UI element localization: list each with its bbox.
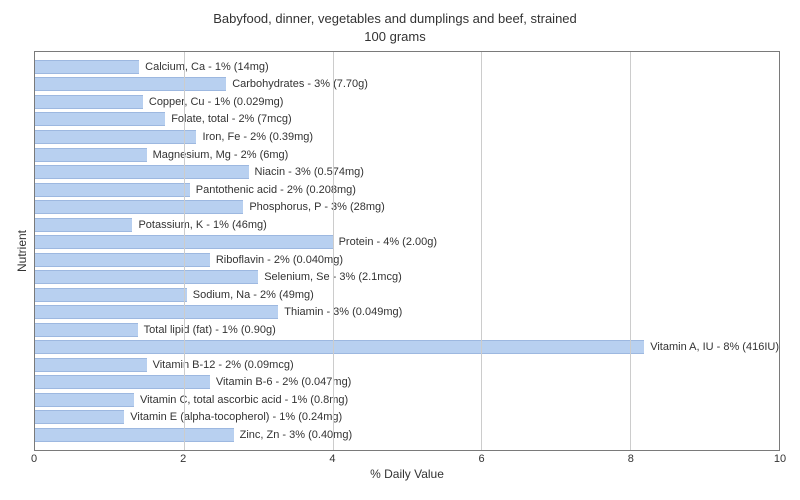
bar — [35, 358, 147, 372]
bar — [35, 218, 132, 232]
bar-row: Thiamin - 3% (0.049mg) — [35, 305, 779, 319]
bar-row: Iron, Fe - 2% (0.39mg) — [35, 130, 779, 144]
bar-label: Carbohydrates - 3% (7.70g) — [232, 78, 368, 90]
bar-row: Vitamin B-6 - 2% (0.047mg) — [35, 375, 779, 389]
bar-row: Niacin - 3% (0.574mg) — [35, 165, 779, 179]
x-axis-label: % Daily Value — [370, 467, 444, 481]
y-axis-label: Nutrient — [15, 230, 29, 272]
x-tick: 4 — [329, 453, 335, 465]
bar — [35, 393, 134, 407]
bar-label: Sodium, Na - 2% (49mg) — [193, 289, 314, 301]
bar-label: Iron, Fe - 2% (0.39mg) — [202, 131, 313, 143]
bar-row: Riboflavin - 2% (0.040mg) — [35, 253, 779, 267]
bar-label: Copper, Cu - 1% (0.029mg) — [149, 96, 284, 108]
x-tick: 10 — [774, 453, 786, 465]
bar-label: Zinc, Zn - 3% (0.40mg) — [240, 429, 352, 441]
bar-row: Total lipid (fat) - 1% (0.90g) — [35, 323, 779, 337]
bar — [35, 95, 143, 109]
plot-area: Calcium, Ca - 1% (14mg) Carbohydrates - 3… — [34, 51, 780, 451]
x-axis: % Daily Value 0246810 — [34, 451, 780, 481]
bar-row: Sodium, Na - 2% (49mg) — [35, 288, 779, 302]
chart-title: Babyfood, dinner, vegetables and dumplin… — [10, 10, 780, 45]
bar — [35, 270, 258, 284]
bar-row: Zinc, Zn - 3% (0.40mg) — [35, 428, 779, 442]
bar-label: Thiamin - 3% (0.049mg) — [284, 306, 402, 318]
bar-label: Vitamin E (alpha-tocopherol) - 1% (0.24m… — [130, 411, 342, 423]
bars-container: Calcium, Ca - 1% (14mg) Carbohydrates - 3… — [35, 58, 779, 444]
bar-row: Protein - 4% (2.00g) — [35, 235, 779, 249]
nutrient-chart: Babyfood, dinner, vegetables and dumplin… — [0, 0, 800, 500]
bar-label: Vitamin A, IU - 8% (416IU) — [650, 341, 779, 353]
x-tick: 2 — [180, 453, 186, 465]
gridline — [333, 52, 334, 450]
bar-row: Vitamin B-12 - 2% (0.09mcg) — [35, 358, 779, 372]
bar-row: Potassium, K - 1% (46mg) — [35, 218, 779, 232]
bar — [35, 200, 243, 214]
bar — [35, 165, 249, 179]
bar-row: Phosphorus, P - 3% (28mg) — [35, 200, 779, 214]
bar-label: Vitamin C, total ascorbic acid - 1% (0.8… — [140, 394, 348, 406]
gridline — [630, 52, 631, 450]
bar — [35, 340, 644, 354]
bar — [35, 288, 187, 302]
bar-label: Folate, total - 2% (7mcg) — [171, 113, 291, 125]
bar-label: Vitamin B-12 - 2% (0.09mcg) — [153, 359, 294, 371]
bar-label: Magnesium, Mg - 2% (6mg) — [153, 149, 289, 161]
bar-row: Folate, total - 2% (7mcg) — [35, 112, 779, 126]
bar-row: Vitamin C, total ascorbic acid - 1% (0.8… — [35, 393, 779, 407]
bar-label: Protein - 4% (2.00g) — [339, 236, 437, 248]
bar-label: Calcium, Ca - 1% (14mg) — [145, 61, 268, 73]
chart-title-line1: Babyfood, dinner, vegetables and dumplin… — [10, 10, 780, 28]
bar-row: Pantothenic acid - 2% (0.208mg) — [35, 183, 779, 197]
bar — [35, 60, 139, 74]
x-tick: 8 — [628, 453, 634, 465]
bar — [35, 183, 190, 197]
bar-label: Vitamin B-6 - 2% (0.047mg) — [216, 376, 352, 388]
bar — [35, 77, 226, 91]
bar-label: Total lipid (fat) - 1% (0.90g) — [144, 324, 276, 336]
bar — [35, 148, 147, 162]
bar-row: Magnesium, Mg - 2% (6mg) — [35, 148, 779, 162]
bar-row: Copper, Cu - 1% (0.029mg) — [35, 95, 779, 109]
bar-row: Vitamin A, IU - 8% (416IU) — [35, 340, 779, 354]
bar — [35, 428, 234, 442]
bar-label: Riboflavin - 2% (0.040mg) — [216, 254, 343, 266]
bar — [35, 112, 165, 126]
bar-row: Selenium, Se - 3% (2.1mcg) — [35, 270, 779, 284]
bar — [35, 410, 124, 424]
bar-label: Phosphorus, P - 3% (28mg) — [249, 201, 385, 213]
x-tick: 0 — [31, 453, 37, 465]
bar-label: Potassium, K - 1% (46mg) — [138, 219, 266, 231]
bar — [35, 130, 196, 144]
bar-row: Carbohydrates - 3% (7.70g) — [35, 77, 779, 91]
bar-row: Calcium, Ca - 1% (14mg) — [35, 60, 779, 74]
x-tick: 6 — [479, 453, 485, 465]
bar — [35, 323, 138, 337]
bar — [35, 305, 278, 319]
bar-row: Vitamin E (alpha-tocopherol) - 1% (0.24m… — [35, 410, 779, 424]
chart-title-line2: 100 grams — [10, 28, 780, 46]
gridline — [184, 52, 185, 450]
gridline — [481, 52, 482, 450]
bar-label: Niacin - 3% (0.574mg) — [255, 166, 364, 178]
